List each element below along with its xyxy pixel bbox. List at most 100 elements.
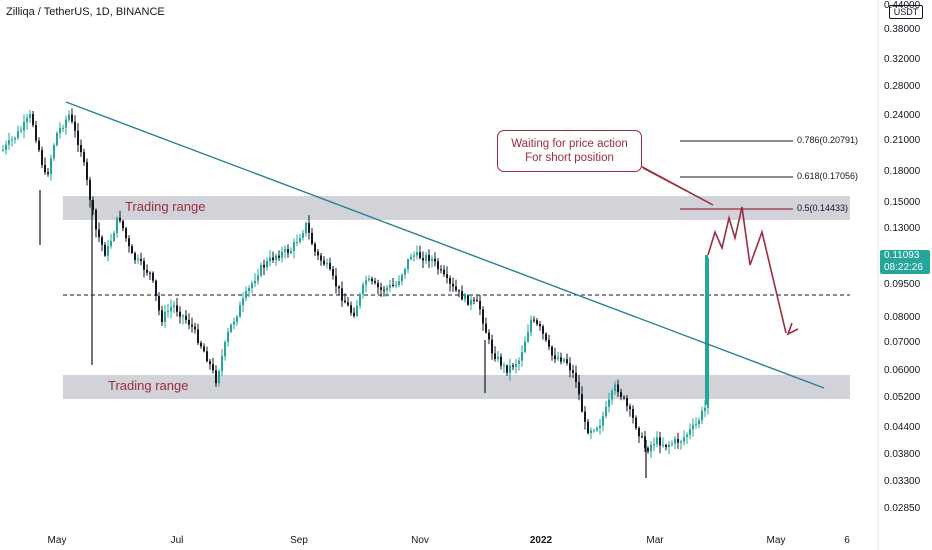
candle-body xyxy=(575,372,577,383)
candle-body xyxy=(539,323,541,327)
candle-body xyxy=(413,255,415,257)
candle-body xyxy=(101,237,103,245)
candle-body xyxy=(185,315,187,320)
candle-body xyxy=(179,311,181,317)
symbol-title[interactable]: Zilliqa / TetherUS, 1D, BINANCE xyxy=(6,6,165,18)
callout-pointer xyxy=(636,163,714,206)
candle-body xyxy=(125,228,127,239)
currency-badge[interactable]: USDT xyxy=(889,5,923,19)
price-tick-label: 0.02850 xyxy=(884,503,921,514)
candle-body xyxy=(365,280,367,285)
candle-body xyxy=(35,125,37,141)
price-tick-label: 0.05200 xyxy=(884,392,921,403)
candle-body xyxy=(512,365,514,367)
candle-body xyxy=(74,121,76,131)
candle-body xyxy=(593,430,595,432)
candle-body xyxy=(221,356,223,372)
candle-body xyxy=(392,285,394,287)
candle-body xyxy=(425,255,427,261)
time-tick-label: 6 xyxy=(844,535,850,546)
candle-body xyxy=(134,253,136,260)
candle-body xyxy=(161,310,163,322)
candle-body xyxy=(158,295,160,311)
candle-body xyxy=(698,420,700,425)
candle-body xyxy=(17,131,19,138)
candle-body xyxy=(5,144,7,150)
candle-body xyxy=(461,290,463,300)
price-tick-label: 0.04400 xyxy=(884,422,921,433)
candle-body xyxy=(86,162,88,180)
candle-body xyxy=(557,357,559,360)
candle-body xyxy=(8,139,10,145)
candle-body xyxy=(317,251,319,256)
candle-body xyxy=(650,445,652,452)
candle-body xyxy=(338,286,340,289)
candle-body xyxy=(491,339,493,354)
candle-body xyxy=(212,364,214,371)
candle-body xyxy=(518,360,520,364)
time-tick-label: Jul xyxy=(170,535,184,546)
price-tick-label: 0.09500 xyxy=(884,279,921,290)
candle-body xyxy=(692,424,694,430)
candle-body xyxy=(476,300,478,302)
candle-body xyxy=(560,357,562,362)
price-tick-label: 0.03800 xyxy=(884,449,921,460)
candle-body xyxy=(509,365,511,373)
candle-body xyxy=(395,284,397,286)
candle-body xyxy=(401,274,403,282)
candle-body xyxy=(149,272,151,274)
projected-path-arrowhead xyxy=(786,322,799,336)
candle-body xyxy=(500,356,502,366)
candle-body xyxy=(677,439,679,443)
candle-body xyxy=(47,172,49,175)
candle-body xyxy=(26,117,28,122)
candle-body xyxy=(146,269,148,273)
time-tick-label: May xyxy=(766,535,786,546)
candle-body xyxy=(167,311,169,313)
candle-body xyxy=(464,295,466,300)
candle-body xyxy=(494,353,496,360)
candle-body xyxy=(659,437,661,446)
descending-trendline[interactable] xyxy=(65,101,825,389)
candle-body xyxy=(581,394,583,412)
candle-body xyxy=(488,332,490,340)
candle-body xyxy=(590,430,592,434)
price-tick-label: 0.08000 xyxy=(884,312,921,323)
fib-786-label: 0.786(0.20791) xyxy=(797,135,859,145)
candle-body xyxy=(515,363,517,367)
candle-body xyxy=(137,258,139,260)
candle-body xyxy=(242,298,244,306)
candle-body xyxy=(404,269,406,275)
candle-body xyxy=(704,407,706,412)
candle-body xyxy=(152,272,154,281)
candle-body xyxy=(566,359,568,364)
candle-body xyxy=(479,300,481,310)
price-tick-label: 0.44000 xyxy=(884,0,921,11)
lower-range-label: Trading range xyxy=(108,378,189,393)
candle-body xyxy=(239,305,241,317)
candle-body xyxy=(182,315,184,317)
candle-body xyxy=(323,260,325,265)
candle-body xyxy=(443,269,445,275)
price-tick-label: 0.07000 xyxy=(884,337,921,348)
candle-body xyxy=(614,384,616,392)
candle-body xyxy=(203,346,205,352)
candle-body xyxy=(671,443,673,445)
candle-body xyxy=(260,264,262,276)
candle-body xyxy=(665,444,667,448)
candle-body xyxy=(389,285,391,288)
candle-body xyxy=(281,251,283,258)
candle-body xyxy=(428,255,430,261)
candle-body xyxy=(188,319,190,325)
candle-body xyxy=(155,280,157,296)
candle-body xyxy=(419,252,421,258)
candle-body xyxy=(95,210,97,230)
candle-body xyxy=(20,130,22,132)
candle-body xyxy=(608,399,610,407)
candle-body xyxy=(296,242,298,244)
candle-body xyxy=(548,339,550,347)
candle-body xyxy=(458,290,460,292)
candle-body xyxy=(53,145,55,159)
